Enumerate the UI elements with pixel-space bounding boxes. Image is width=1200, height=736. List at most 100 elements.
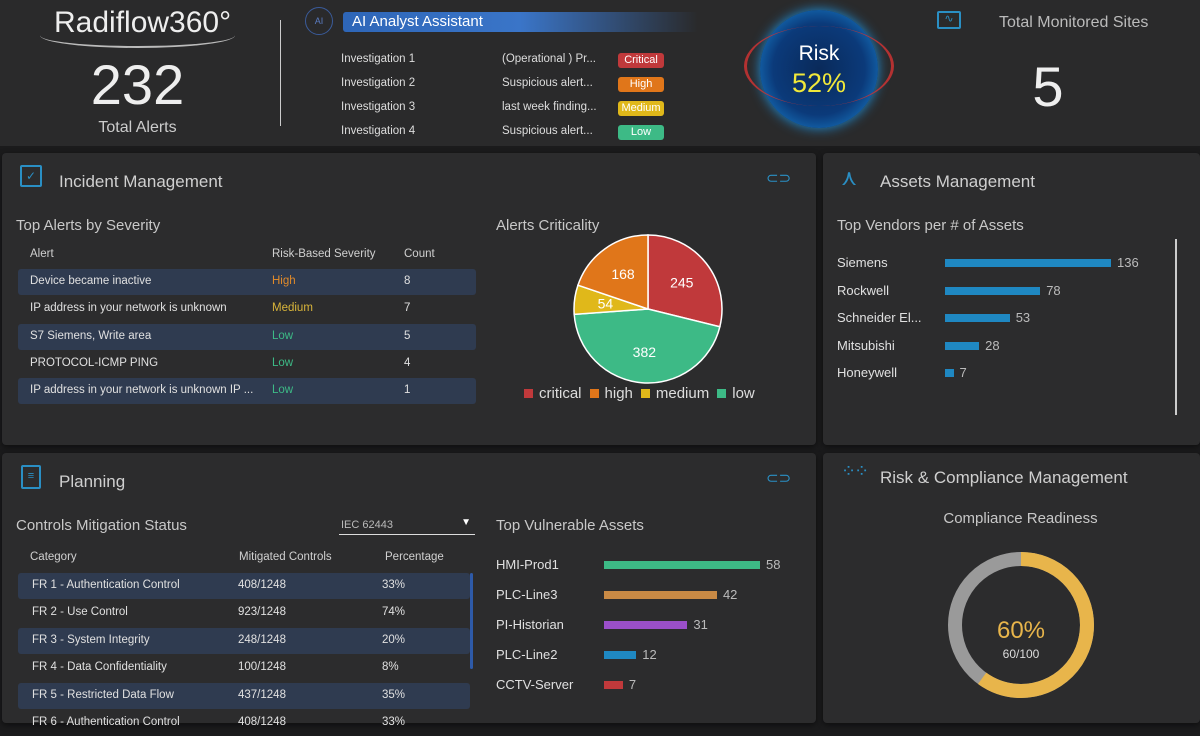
ai-analyst-button[interactable]: AI Analyst Assistant (343, 12, 698, 32)
scrollbar[interactable] (1175, 239, 1177, 415)
alert-row[interactable]: IP address in your network is unknown IP… (18, 378, 476, 405)
investigation-desc[interactable]: (Operational ) Pr... (502, 53, 596, 65)
pie-slice-high[interactable] (576, 234, 649, 311)
risk-title: Risk & Compliance Management (880, 468, 1128, 487)
donut-filled (948, 552, 1094, 698)
control-row[interactable]: FR 4 - Data Confidentiality 100/1248 8% (18, 655, 470, 681)
ai-analyst-title: AI Analyst Assistant (352, 13, 483, 30)
link-icon[interactable]: ⊂⊃ (766, 170, 792, 187)
alert-row[interactable]: IP address in your network is unknown Me… (18, 296, 476, 322)
legend-item: medium (640, 385, 709, 402)
pie-title: Alerts Criticality (496, 217, 600, 234)
scrollbar[interactable] (470, 573, 473, 669)
compliance-title: Compliance Readiness (943, 510, 1098, 527)
legend-item: high (589, 385, 633, 402)
investigation-name[interactable]: Investigation 1 (341, 53, 416, 65)
control-row[interactable]: FR 6 - Authentication Control 408/1248 3… (18, 710, 470, 736)
standard-value: IEC 62443 (341, 519, 393, 531)
col-count: Count (404, 248, 435, 260)
bar[interactable] (604, 621, 688, 629)
bar[interactable] (945, 314, 1010, 322)
legend-label: critical (539, 385, 582, 402)
control-mitigated: 408/1248 (238, 716, 286, 728)
bar-value: 12 (642, 647, 657, 662)
severity-badge: Critical (618, 53, 664, 68)
bar[interactable] (604, 591, 717, 599)
legend-swatch (640, 389, 650, 398)
control-percentage: 8% (382, 661, 399, 674)
investigation-desc[interactable]: last week finding... (502, 101, 597, 113)
bar-label: HMI-Prod1 (496, 557, 559, 572)
alerts-table-title: Top Alerts by Severity (16, 217, 161, 234)
legend-label: high (604, 385, 633, 402)
bar-label: Schneider El... (837, 310, 922, 325)
alert-row[interactable]: PROTOCOL-ICMP PING Low 4 (18, 351, 476, 377)
legend-label: low (732, 385, 755, 402)
link-icon[interactable]: ⊂⊃ (766, 470, 792, 487)
alert-severity: Low (272, 329, 294, 342)
investigation-name[interactable]: Investigation 4 (341, 125, 416, 137)
alert-severity: Medium (272, 302, 313, 315)
alert-row[interactable]: Device became inactive High 8 (18, 269, 476, 295)
investigation-desc[interactable]: Suspicious alert... (502, 125, 593, 137)
legend-item: critical (524, 385, 582, 402)
investigation-desc[interactable]: Suspicious alert... (502, 77, 593, 89)
alert-name: PROTOCOL-ICMP PING (30, 356, 159, 369)
alert-count: 7 (404, 302, 411, 315)
chevron-down-icon: ▼ (461, 517, 471, 528)
control-category: FR 5 - Restricted Data Flow (32, 688, 174, 701)
control-mitigated: 100/1248 (238, 661, 286, 674)
control-row[interactable]: FR 5 - Restricted Data Flow 437/1248 35% (18, 682, 470, 709)
col-mitigated: Mitigated Controls (239, 551, 332, 563)
bar[interactable] (945, 341, 980, 350)
control-mitigated: 408/1248 (238, 579, 286, 591)
bar[interactable] (604, 561, 760, 569)
bar-label: CCTV-Server (496, 677, 574, 692)
bar[interactable] (604, 651, 637, 659)
alert-row[interactable]: S7 Siemens, Write area Low 5 (18, 323, 476, 350)
legend-swatch (717, 389, 727, 398)
alert-name: IP address in your network is unknown IP… (30, 384, 254, 397)
investigation-name[interactable]: Investigation 2 (341, 77, 416, 89)
severity-badge: High (618, 77, 664, 92)
control-mitigated: 437/1248 (238, 688, 286, 701)
control-row[interactable]: FR 3 - System Integrity 248/1248 20% (18, 627, 470, 654)
ai-atom-icon: AI (305, 7, 333, 35)
control-row[interactable]: FR 1 - Authentication Control 408/1248 3… (18, 573, 470, 599)
bar-value: 58 (766, 557, 781, 572)
control-category: FR 6 - Authentication Control (32, 716, 180, 728)
bar[interactable] (945, 369, 954, 377)
compliance-percent: 60% (996, 617, 1046, 644)
alert-count: 1 (404, 384, 411, 397)
pie-data-label: 382 (633, 344, 657, 360)
alert-severity: High (272, 275, 296, 287)
col-alert: Alert (30, 248, 54, 260)
bar[interactable] (945, 259, 1111, 267)
severity-badge: Low (618, 125, 664, 140)
legend-item: low (717, 385, 755, 402)
alert-name: IP address in your network is unknown (30, 302, 227, 315)
total-alerts-label: Total Alerts (98, 119, 177, 136)
legend-swatch (589, 389, 599, 398)
control-percentage: 74% (382, 606, 406, 619)
pie-slice-critical[interactable] (647, 234, 723, 328)
bar[interactable] (945, 286, 1041, 295)
control-percentage: 35% (382, 688, 406, 701)
vuln-title: Top Vulnerable Assets (496, 517, 644, 534)
legend-swatch (524, 389, 533, 398)
control-category: FR 4 - Data Confidentiality (32, 661, 167, 674)
bar-label: PLC-Line3 (496, 587, 558, 602)
top-header: Radiflow360° 232 Total Alerts AI AI Anal… (0, 0, 1200, 146)
pie-data-label: 54 (598, 296, 614, 312)
control-row[interactable]: FR 2 - Use Control 923/1248 74% (18, 600, 470, 626)
bar[interactable] (604, 681, 623, 689)
alert-name: Device became inactive (30, 275, 152, 287)
bar-value: 53 (1015, 310, 1031, 325)
bar-value: 7 (628, 677, 637, 692)
pie-slice-low[interactable] (573, 308, 721, 384)
assets-title: Assets Management (880, 172, 1035, 191)
vendors-title: Top Vendors per # of Assets (837, 217, 1024, 234)
standard-select[interactable]: IEC 62443 ▼ (339, 515, 475, 535)
investigation-name[interactable]: Investigation 3 (341, 101, 416, 113)
assets-management-panel: ⋏ Assets Management Top Vendors per # of… (823, 153, 1200, 445)
